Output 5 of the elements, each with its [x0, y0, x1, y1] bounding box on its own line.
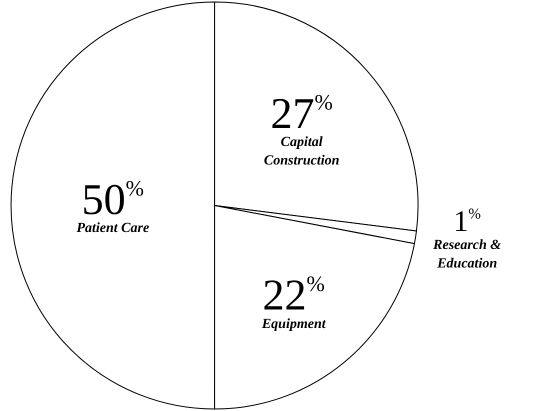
- slice-label: Capital Construction: [264, 135, 340, 168]
- slice-label: Research & Education: [432, 238, 502, 272]
- data-label: 1$^{%}$: [453, 204, 481, 238]
- slice-label: Equipment: [260, 316, 327, 332]
- slice-label: Patient Care: [76, 221, 150, 236]
